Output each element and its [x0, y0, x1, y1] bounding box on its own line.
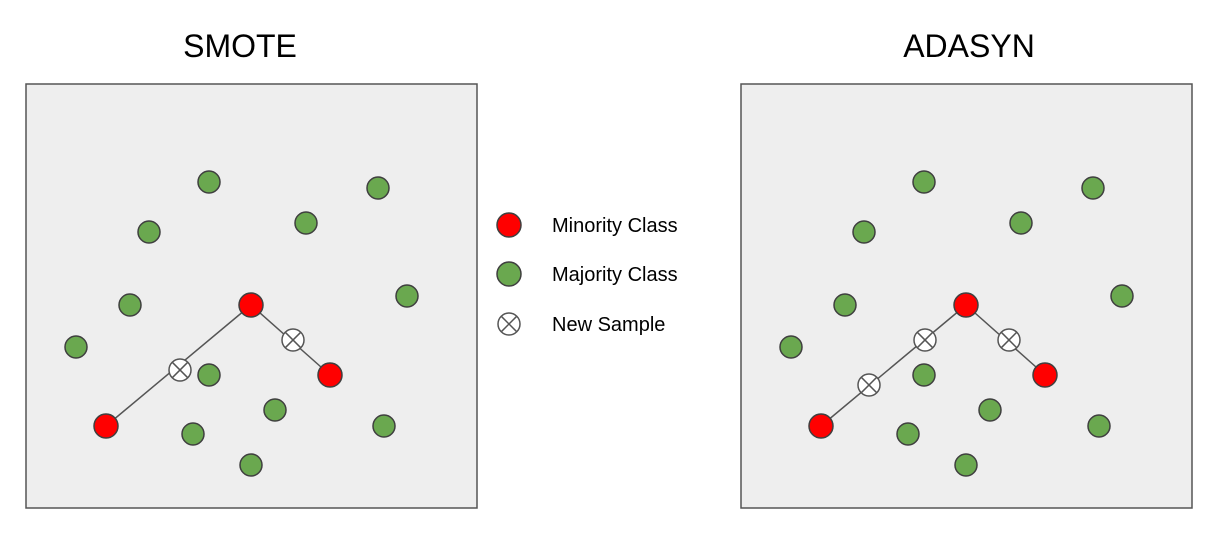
majority-point [294, 211, 318, 235]
new-sample-point [857, 373, 881, 397]
majority-point [64, 335, 88, 359]
minority-point [1032, 362, 1058, 388]
majority-point [197, 363, 221, 387]
minority-marker-icon [496, 212, 522, 238]
majority-point [912, 363, 936, 387]
majority-point [833, 293, 857, 317]
minority-point [953, 292, 979, 318]
majority-point [1110, 284, 1134, 308]
majority-point [912, 170, 936, 194]
minority-point [317, 362, 343, 388]
majority-point [263, 398, 287, 422]
new-sample-point [997, 328, 1021, 352]
majority-point [197, 170, 221, 194]
majority-marker-icon [496, 261, 522, 287]
minority-point [238, 292, 264, 318]
legend: Minority Class Majority Class New Sample [496, 212, 678, 336]
minority-point [93, 413, 119, 439]
minority-point [808, 413, 834, 439]
new-sample-point [913, 328, 937, 352]
majority-point [118, 293, 142, 317]
majority-point [395, 284, 419, 308]
legend-item-new-sample: New Sample [497, 312, 665, 336]
majority-point [852, 220, 876, 244]
majority-point [366, 176, 390, 200]
legend-item-majority: Majority Class [496, 261, 678, 287]
adasyn-title: ADASYN [903, 28, 1035, 64]
majority-point [372, 414, 396, 438]
majority-point [978, 398, 1002, 422]
majority-point [137, 220, 161, 244]
smote-points [64, 170, 419, 477]
connection-line [820, 304, 967, 427]
smote-title: SMOTE [183, 28, 297, 64]
majority-point [1009, 211, 1033, 235]
adasyn-panel: ADASYN [740, 28, 1193, 509]
legend-label-minority: Minority Class [552, 215, 678, 237]
legend-label-majority: Majority Class [552, 264, 678, 286]
adasyn-points [779, 170, 1134, 477]
majority-point [896, 422, 920, 446]
new-sample-point [168, 358, 192, 382]
majority-point [181, 422, 205, 446]
majority-point [1087, 414, 1111, 438]
legend-label-new-sample: New Sample [552, 314, 665, 336]
smote-panel: SMOTE [25, 28, 478, 509]
new-sample-marker-icon [497, 312, 521, 336]
majority-point [239, 453, 263, 477]
majority-point [954, 453, 978, 477]
new-sample-point [281, 328, 305, 352]
majority-point [1081, 176, 1105, 200]
legend-item-minority: Minority Class [496, 212, 678, 238]
majority-point [779, 335, 803, 359]
